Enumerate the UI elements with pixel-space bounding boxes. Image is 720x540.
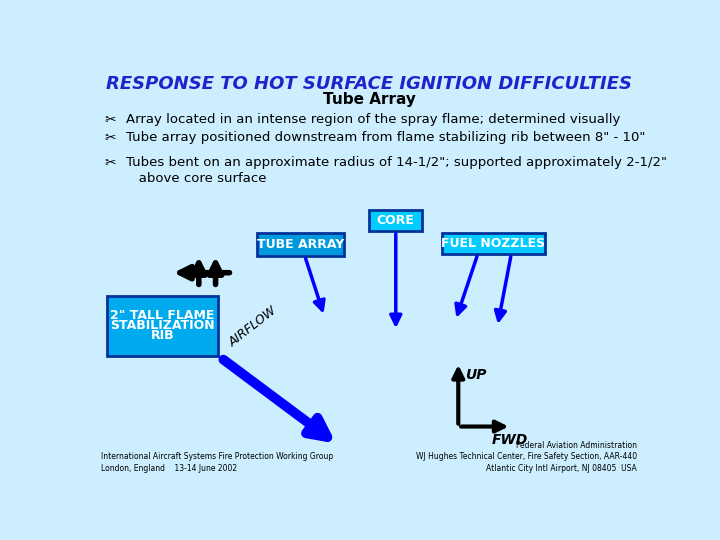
Text: CORE: CORE bbox=[377, 214, 415, 227]
Text: Federal Aviation Administration
WJ Hughes Technical Center, Fire Safety Section,: Federal Aviation Administration WJ Hughe… bbox=[415, 441, 637, 473]
FancyBboxPatch shape bbox=[258, 233, 344, 256]
Text: FWD: FWD bbox=[492, 433, 528, 447]
Text: RIB: RIB bbox=[150, 329, 174, 342]
Text: International Aircraft Systems Fire Protection Working Group
London, England    : International Aircraft Systems Fire Prot… bbox=[101, 453, 333, 473]
Text: AIRFLOW: AIRFLOW bbox=[227, 304, 279, 349]
Text: ✂: ✂ bbox=[104, 113, 116, 126]
Text: Tube Array: Tube Array bbox=[323, 92, 415, 107]
Text: Tube array positioned downstream from flame stabilizing rib between 8" - 10": Tube array positioned downstream from fl… bbox=[126, 131, 646, 144]
FancyBboxPatch shape bbox=[369, 210, 422, 231]
Text: TUBE ARRAY: TUBE ARRAY bbox=[257, 238, 344, 251]
Text: STABILIZATION: STABILIZATION bbox=[110, 319, 215, 332]
Text: above core surface: above core surface bbox=[126, 172, 267, 185]
Text: ✂: ✂ bbox=[104, 131, 116, 145]
Text: UP: UP bbox=[465, 368, 486, 382]
Text: RESPONSE TO HOT SURFACE IGNITION DIFFICULTIES: RESPONSE TO HOT SURFACE IGNITION DIFFICU… bbox=[106, 75, 632, 93]
Text: Tubes bent on an approximate radius of 14-1/2"; supported approximately 2-1/2": Tubes bent on an approximate radius of 1… bbox=[126, 156, 667, 169]
FancyBboxPatch shape bbox=[441, 233, 545, 254]
Text: ✂: ✂ bbox=[104, 156, 116, 170]
Text: Array located in an intense region of the spray flame; determined visually: Array located in an intense region of th… bbox=[126, 113, 621, 126]
FancyBboxPatch shape bbox=[107, 295, 218, 356]
Text: 2" TALL FLAME: 2" TALL FLAME bbox=[110, 309, 215, 322]
Text: FUEL NOZZLES: FUEL NOZZLES bbox=[441, 237, 545, 250]
